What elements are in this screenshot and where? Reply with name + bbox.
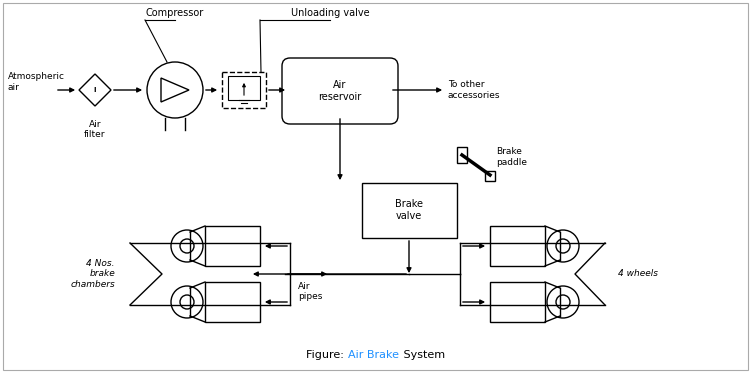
Circle shape xyxy=(556,239,570,253)
Bar xyxy=(205,226,260,266)
Circle shape xyxy=(547,230,579,262)
Circle shape xyxy=(180,295,194,309)
FancyBboxPatch shape xyxy=(282,58,398,124)
Circle shape xyxy=(180,239,194,253)
Bar xyxy=(490,282,545,322)
Bar xyxy=(205,282,260,322)
Bar xyxy=(457,147,467,163)
Text: Compressor: Compressor xyxy=(146,8,204,18)
Text: 4 wheels: 4 wheels xyxy=(618,270,658,279)
Text: System: System xyxy=(400,350,445,360)
Text: Air
pipes: Air pipes xyxy=(298,282,322,301)
Polygon shape xyxy=(79,74,111,106)
Text: Brake
valve: Brake valve xyxy=(395,199,423,221)
Circle shape xyxy=(547,286,579,318)
Text: Air
filter: Air filter xyxy=(84,120,106,140)
Bar xyxy=(222,72,266,108)
Text: Figure:: Figure: xyxy=(306,350,348,360)
Text: To other
accessories: To other accessories xyxy=(448,80,500,100)
Circle shape xyxy=(556,295,570,309)
Text: Brake
paddle: Brake paddle xyxy=(496,147,527,167)
Text: Air
reservoir: Air reservoir xyxy=(318,80,362,102)
Text: Atmospheric
air: Atmospheric air xyxy=(8,72,65,92)
Bar xyxy=(490,226,545,266)
Circle shape xyxy=(147,62,203,118)
Bar xyxy=(362,183,457,238)
Text: Unloading valve: Unloading valve xyxy=(291,8,369,18)
Bar xyxy=(228,76,260,100)
Circle shape xyxy=(171,230,203,262)
Bar xyxy=(485,171,495,181)
Text: 4 Nos.
brake
chambers: 4 Nos. brake chambers xyxy=(71,259,115,289)
Text: I: I xyxy=(94,87,96,93)
Circle shape xyxy=(171,286,203,318)
Polygon shape xyxy=(161,78,189,102)
Text: Air Brake: Air Brake xyxy=(348,350,399,360)
